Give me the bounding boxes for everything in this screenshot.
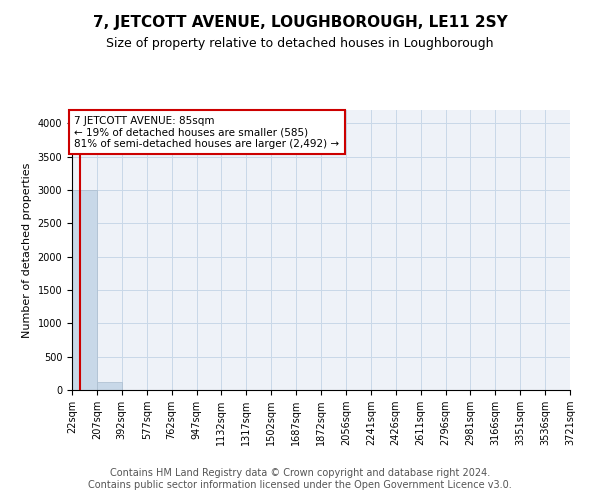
- Y-axis label: Number of detached properties: Number of detached properties: [22, 162, 32, 338]
- Bar: [72, 190, 97, 390]
- Text: Size of property relative to detached houses in Loughborough: Size of property relative to detached ho…: [106, 38, 494, 51]
- Text: 7, JETCOTT AVENUE, LOUGHBOROUGH, LE11 2SY: 7, JETCOTT AVENUE, LOUGHBOROUGH, LE11 2S…: [92, 15, 508, 30]
- Bar: [97, 382, 122, 390]
- Text: Contains HM Land Registry data © Crown copyright and database right 2024.
Contai: Contains HM Land Registry data © Crown c…: [88, 468, 512, 490]
- Text: 7 JETCOTT AVENUE: 85sqm
← 19% of detached houses are smaller (585)
81% of semi-d: 7 JETCOTT AVENUE: 85sqm ← 19% of detache…: [74, 116, 340, 149]
